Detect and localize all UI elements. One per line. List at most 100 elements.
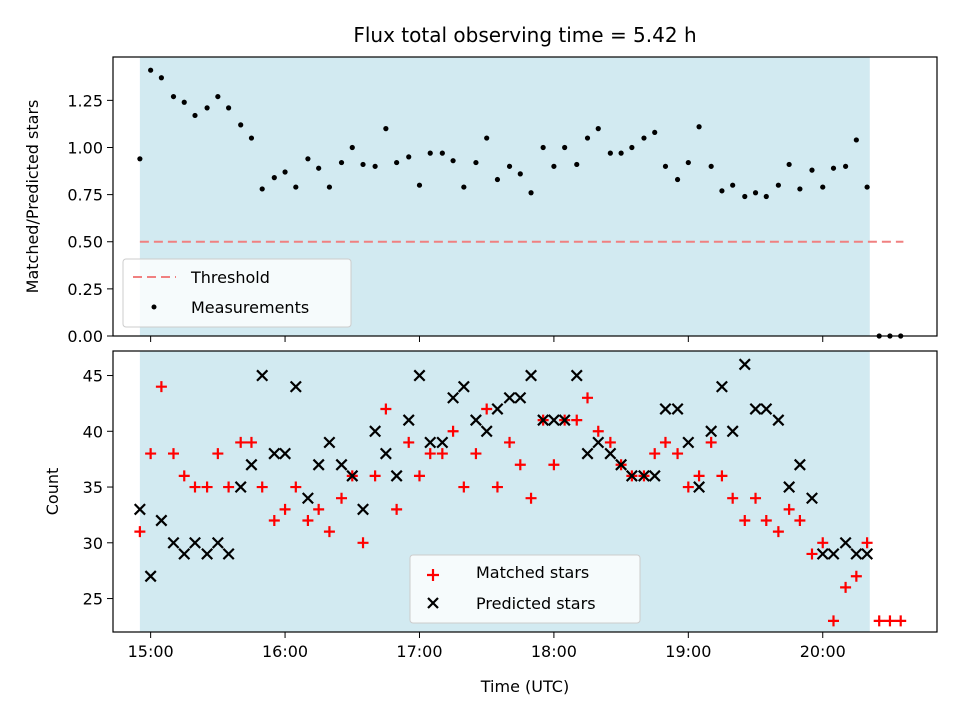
legend-matched-label: Matched stars [476,563,589,582]
measurement-point [629,144,635,151]
predicted-star-point [816,547,829,560]
measurement-point [204,105,210,111]
measurement-point [517,171,523,177]
measurement-point [349,144,355,151]
predicted-star-point [245,458,258,471]
matched-star-point [481,403,493,415]
matched-star-point [514,459,526,471]
measurement-point [775,182,781,188]
matched-star-point [682,481,694,493]
predicted-star-point [201,547,214,560]
predicted-star-point [682,436,695,449]
matched-star-point [268,514,280,526]
predicted-star-point [167,536,180,549]
matched-star-point [840,581,852,593]
predicted-star-point [457,380,470,393]
matched-star-point [659,436,671,448]
x-tick-label: 18:00 [531,642,577,661]
matched-star-point [447,425,459,437]
matched-star-point [827,615,839,627]
legend-x-glyph [427,597,439,609]
x-tick-label: 20:00 [800,642,846,661]
matched-star-point [772,526,784,538]
matched-star-point [212,448,224,460]
matched-star-point [279,503,291,515]
matched-star-point [873,615,885,627]
matched-star-point [424,448,436,460]
matched-star-point [336,492,348,504]
predicted-star-point [581,447,594,460]
measurement-point [652,129,658,136]
matched-star-point [436,448,448,460]
matched-star-point [672,448,684,460]
y-tick-label: 30 [83,534,103,553]
predicted-star-point [424,436,437,449]
ratio-panel: 0.00 0.25 0.50 0.75 1.00 1.25 Flux total obse… [23,23,938,346]
measurement-point [674,176,681,183]
measurement-point [540,144,546,151]
matched-star-point [649,448,661,460]
matched-star-point [458,481,470,493]
legend-predicted-label: Predicted stars [476,594,596,613]
measurement-point [259,186,265,192]
bottom-axes-frame [112,350,938,633]
measurement-point [696,124,702,130]
predicted-star-point [222,547,235,560]
matched-star-point [391,503,403,515]
predicted-star-point [369,425,382,438]
matched-star-point [794,514,806,526]
legend-plus-glyph [427,569,439,581]
x-tick-label: 19:00 [665,642,711,661]
matched-star-point [861,537,873,549]
measurement-point [360,161,366,168]
top-y-axis-label: Matched/Predicted stars [23,100,42,294]
predicted-star-point [189,536,201,549]
predicted-star-point [637,469,650,482]
measurement-point [293,184,299,190]
matched-star-point [235,436,247,448]
matched-star-point [571,414,583,426]
predicted-star-point [447,391,460,404]
measurement-point [842,163,849,169]
predicted-star-point [301,492,314,505]
y-tick-label: 0.00 [67,327,103,346]
x-axis-label: Time (UTC) [480,677,569,696]
matched-star-point [357,537,369,549]
predicted-star-point [726,425,739,438]
predicted-star-point [738,358,751,371]
predicted-star-point [592,436,605,449]
bottom-legend: Matched stars Predicted stars [409,554,641,624]
measurement-point [484,135,490,141]
measurement-point [158,75,164,81]
x-tick-label: 17:00 [396,642,442,661]
matched-star-point [245,436,257,448]
predicted-star-point [861,547,874,560]
measurement-point [338,159,345,166]
measurement-point [752,190,759,196]
legend-threshold-label: Threshold [190,268,270,287]
measurement-point [641,135,647,141]
predicted-star-point [335,458,348,471]
measurement-point [662,163,669,169]
predicted-star-point [793,458,806,471]
measurement-point [406,154,412,160]
count-panel: 25 30 35 40 45 15:00 16:00 17:00 18:00 19:00 20:0… [43,350,938,696]
top-legend: Threshold Measurements [122,258,352,328]
measurement-point [326,184,333,190]
measurement-point [786,161,792,168]
matched-star-point [413,470,425,482]
measurement-point [450,158,456,164]
predicted-star-point [480,425,493,438]
measurement-point [170,93,177,100]
predicted-star-point [615,458,628,471]
measurement-point [137,156,143,162]
legend-predicted-swatch [427,597,439,609]
matched-star-point [134,526,146,538]
legend-matched-swatch [427,569,439,581]
y-tick-label: 25 [83,590,103,609]
y-tick-label: 0.25 [67,280,103,299]
measurement-point [607,150,613,156]
measurement-point [394,159,400,166]
predicted-star-point [312,458,325,471]
matched-star-point [491,481,503,493]
